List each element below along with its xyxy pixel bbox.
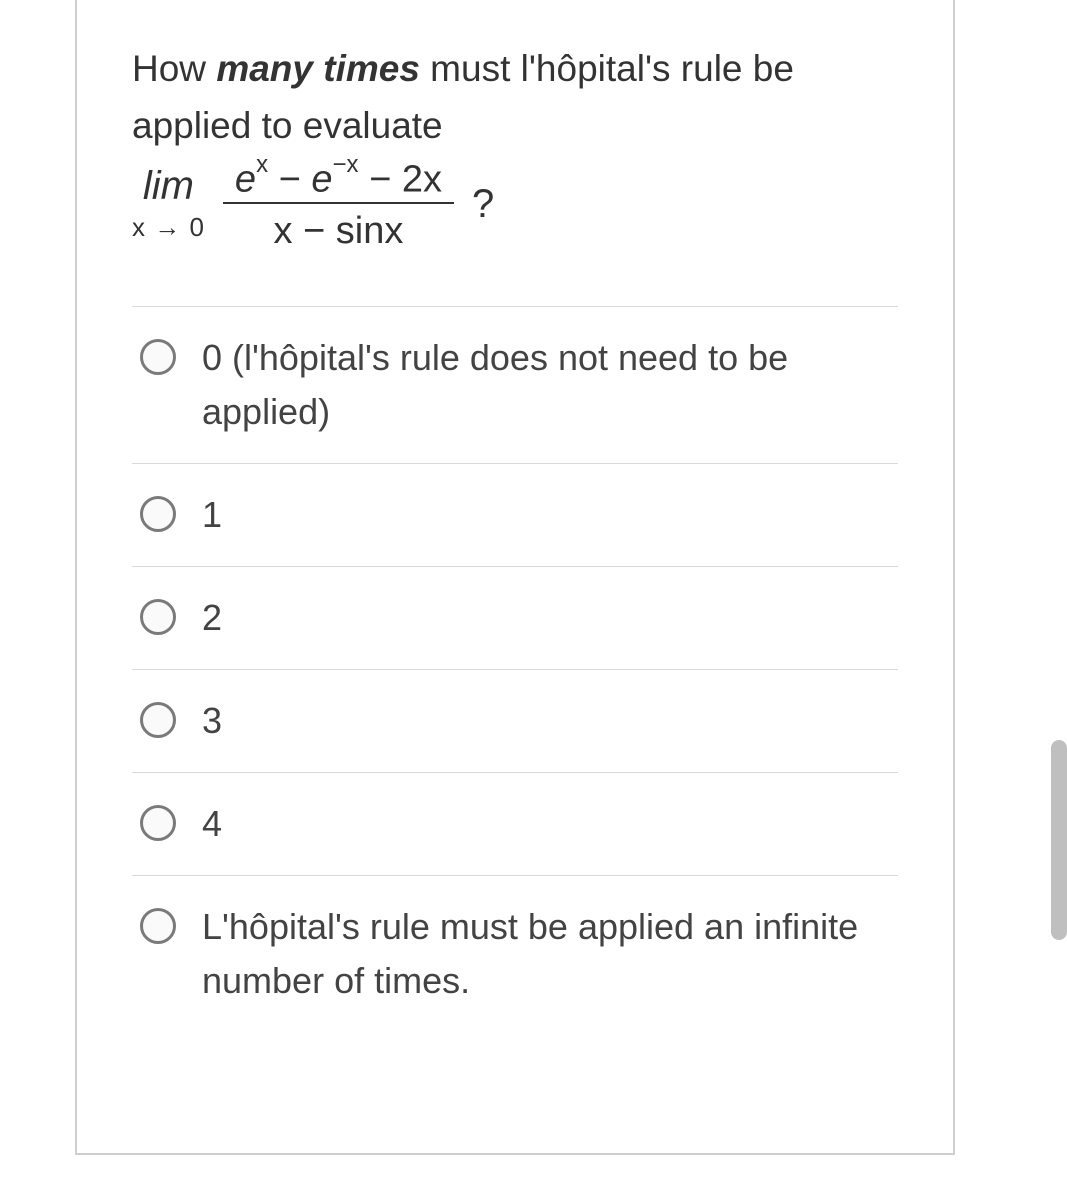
- question-mark: ?: [472, 182, 494, 227]
- radio-button[interactable]: [140, 599, 176, 635]
- option-label: L'hôpital's rule must be applied an infi…: [202, 900, 898, 1008]
- option-row[interactable]: 4: [132, 772, 898, 875]
- option-row[interactable]: 0 (l'hôpital's rule does not need to be …: [132, 306, 898, 463]
- radio-button[interactable]: [140, 805, 176, 841]
- radio-button[interactable]: [140, 496, 176, 532]
- option-label: 3: [202, 694, 222, 748]
- denominator: x − sinx: [274, 204, 404, 250]
- scrollbar-thumb[interactable]: [1051, 740, 1067, 940]
- option-row[interactable]: 1: [132, 463, 898, 566]
- option-label: 0 (l'hôpital's rule does not need to be …: [202, 331, 898, 439]
- question-prefix: How: [132, 48, 216, 89]
- question-card: How many times must l'hôpital's rule be …: [75, 0, 955, 1155]
- formula: lim x → 0 ex − e−x − 2x x − sinx ?: [132, 159, 898, 251]
- fraction: ex − e−x − 2x x − sinx: [223, 159, 454, 251]
- option-label: 2: [202, 591, 222, 645]
- radio-button[interactable]: [140, 908, 176, 944]
- option-label: 1: [202, 488, 222, 542]
- numerator: ex − e−x − 2x: [223, 159, 454, 205]
- limit-block: lim x → 0: [132, 166, 205, 243]
- options-list: 0 (l'hôpital's rule does not need to be …: [132, 306, 898, 1032]
- option-label: 4: [202, 797, 222, 851]
- radio-button[interactable]: [140, 702, 176, 738]
- question-bold: many times: [216, 48, 420, 89]
- option-row[interactable]: L'hôpital's rule must be applied an infi…: [132, 875, 898, 1032]
- option-row[interactable]: 2: [132, 566, 898, 669]
- question-text: How many times must l'hôpital's rule be …: [132, 40, 898, 155]
- lim-sub: x → 0: [132, 212, 205, 243]
- radio-button[interactable]: [140, 339, 176, 375]
- option-row[interactable]: 3: [132, 669, 898, 772]
- lim-label: lim: [143, 166, 194, 206]
